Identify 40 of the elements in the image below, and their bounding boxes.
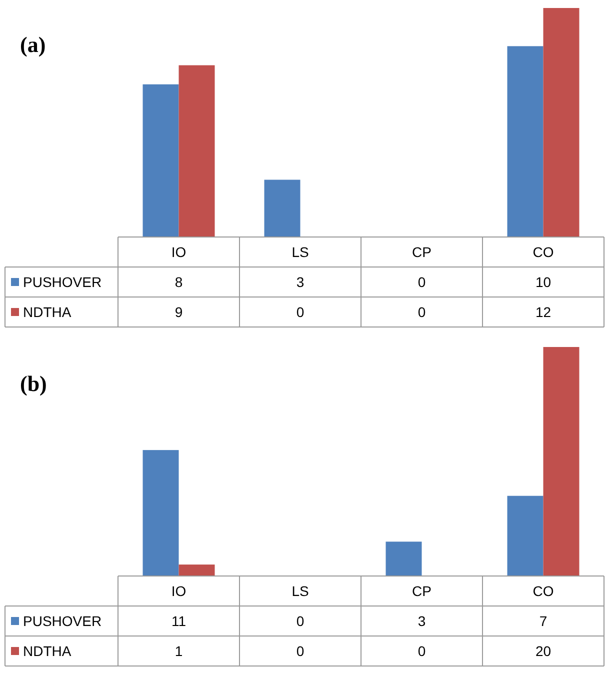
data-label: 3 — [296, 274, 304, 290]
x-tick-label: LS — [292, 583, 309, 599]
legend-label: PUSHOVER — [23, 613, 102, 629]
x-tick-label: CP — [412, 244, 432, 260]
bar — [543, 8, 580, 237]
bar — [142, 450, 179, 576]
x-tick-label: LS — [292, 244, 309, 260]
data-label: 0 — [296, 304, 304, 320]
data-label: 9 — [174, 304, 183, 320]
data-label: 0 — [418, 643, 426, 659]
bar — [178, 65, 215, 237]
bar — [507, 46, 544, 237]
bar — [543, 347, 580, 576]
x-tick-label: CO — [532, 583, 554, 599]
x-tick-label: CP — [412, 583, 432, 599]
text: (a) — [20, 32, 46, 57]
bar — [178, 564, 215, 576]
data-label: 0 — [296, 613, 304, 629]
data-label: 20 — [535, 643, 552, 659]
bar — [507, 496, 544, 576]
x-tick-label: IO — [171, 583, 186, 599]
legend-label: PUSHOVER — [23, 274, 102, 290]
x-tick-label: IO — [171, 244, 186, 260]
bar — [264, 180, 300, 237]
data-label: 8 — [174, 274, 183, 290]
data-label: 0 — [418, 274, 426, 290]
x-tick-label: CO — [532, 244, 554, 260]
data-label: 3 — [418, 613, 426, 629]
legend-label: NDTHA — [23, 304, 72, 320]
bar — [386, 542, 422, 576]
data-label: 11 — [171, 613, 186, 629]
data-label: 7 — [539, 613, 548, 629]
bar — [142, 84, 179, 237]
data-label: 10 — [535, 274, 552, 290]
text: (b) — [20, 371, 47, 396]
data-label: 1 — [174, 643, 183, 659]
data-label: 0 — [296, 643, 304, 659]
legend-label: NDTHA — [23, 643, 72, 659]
data-label: 0 — [418, 304, 426, 320]
data-label: 12 — [535, 304, 552, 320]
